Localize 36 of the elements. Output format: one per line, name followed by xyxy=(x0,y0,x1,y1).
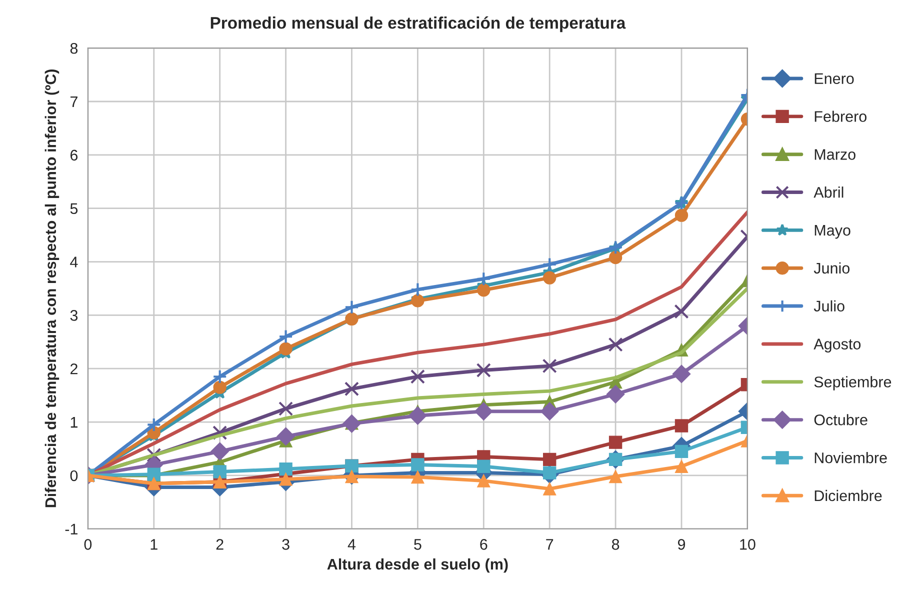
x-tick-label: 4 xyxy=(348,539,356,550)
y-tick-label: 3 xyxy=(70,310,78,321)
y-tick-label: 1 xyxy=(70,417,78,428)
y-tick-label: 5 xyxy=(70,203,78,214)
legend-label: Abril xyxy=(814,186,844,198)
x-tick-label: 5 xyxy=(414,539,422,550)
y-tick-label: 2 xyxy=(70,363,78,374)
x-tick-label: 1 xyxy=(150,539,158,550)
legend-label: Febrero xyxy=(814,110,866,122)
y-tick-label: 8 xyxy=(70,42,78,54)
legend-label: Marzo xyxy=(814,149,856,160)
chart-title: Promedio mensual de estratificación de temperatura xyxy=(210,16,626,32)
y-tick-label: 6 xyxy=(70,150,78,161)
legend-label: Mayo xyxy=(814,225,850,239)
legend-label: Agosto xyxy=(814,338,861,352)
legend-label: Diciembre xyxy=(814,490,882,502)
legend-label: Junio xyxy=(814,262,850,274)
legend-label: Enero xyxy=(814,73,854,84)
x-tick-label: 6 xyxy=(480,539,488,550)
x-tick-label: 2 xyxy=(216,539,224,550)
x-tick-label: 0 xyxy=(84,539,92,550)
y-tick-label: 4 xyxy=(70,256,78,268)
x-tick-label: 7 xyxy=(546,539,554,550)
x-tick-label: 8 xyxy=(612,539,620,550)
legend-label: Noviembre xyxy=(814,452,887,464)
x-axis-title: Altura desde el suelo (m) xyxy=(327,558,508,573)
legend-label: Octubre xyxy=(814,414,868,426)
y-axis-title: Diferencia de temperatura con respecto al punto inferior (ºC) xyxy=(44,70,60,508)
y-tick-label: 0 xyxy=(70,470,78,482)
x-tick-label: 10 xyxy=(740,539,756,550)
legend-label: Julio xyxy=(814,300,844,312)
x-tick-label: 9 xyxy=(678,539,686,550)
y-tick-label: 7 xyxy=(70,96,78,108)
legend-label: Septiembre xyxy=(814,376,892,390)
y-tick-label: -1 xyxy=(65,524,78,534)
x-tick-label: 3 xyxy=(282,539,290,550)
